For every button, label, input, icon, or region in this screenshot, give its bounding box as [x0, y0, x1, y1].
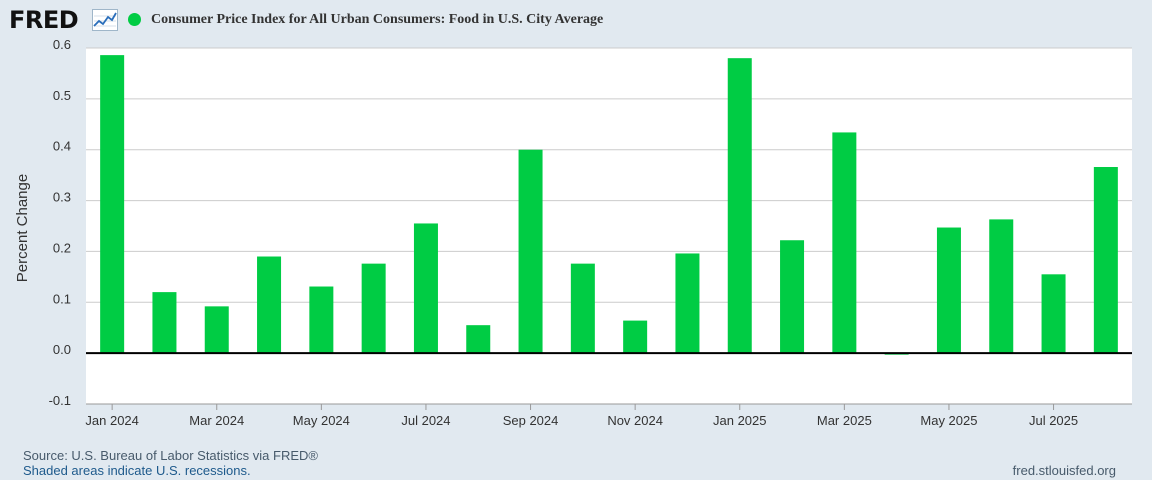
bar[interactable]: Aug 2024: 0.055 [466, 325, 491, 354]
chart-header: FRED Consumer Price Index for All Urban … [0, 0, 1152, 40]
x-tick-label: Jul 2025 [1029, 413, 1078, 428]
bar-series: Jan 2024: 0.586 Feb 2024: 0.12 Mar 2024: 0… [100, 55, 1118, 355]
bar[interactable]: Jan 2025: 0.58 [727, 58, 752, 354]
site-url[interactable]: fred.stlouisfed.org [1012, 463, 1116, 478]
bar[interactable]: Mar 2025: 0.434 [832, 132, 857, 354]
x-tick-label: Sep 2024 [503, 413, 559, 428]
x-tick-label: Mar 2025 [817, 413, 872, 428]
x-tick-label: Jul 2024 [401, 413, 450, 428]
bar[interactable]: Sep 2024: 0.4 [518, 149, 543, 354]
fred-logo[interactable]: FRED [9, 6, 79, 34]
x-axis-ticks: Jan 2024 Mar 2024 May 2024 Jul 2024 Sep 2024… [85, 404, 1078, 428]
recession-note: Shaded areas indicate U.S. recessions. [23, 463, 251, 478]
x-tick-label: May 2025 [920, 413, 977, 428]
y-tick-label: 0.0 [53, 342, 71, 357]
y-tick-label: 0.6 [53, 37, 71, 52]
bar[interactable]: Apr 2024: 0.19 [257, 256, 282, 354]
x-tick-label: May 2024 [293, 413, 350, 428]
bar[interactable]: Feb 2024: 0.12 [152, 292, 177, 354]
bar[interactable]: Jul 2024: 0.255 [413, 223, 438, 354]
y-tick-label: -0.1 [49, 393, 71, 408]
bar[interactable]: Mar 2024: 0.092 [204, 306, 229, 354]
bar[interactable]: Jun 2025: 0.263 [989, 219, 1014, 354]
bar[interactable]: Jan 2024: 0.586 [100, 55, 125, 354]
y-tick-label: 0.2 [53, 240, 71, 255]
x-tick-label: Mar 2024 [189, 413, 244, 428]
bar[interactable]: May 2024: 0.131 [309, 286, 334, 354]
y-tick-label: 0.3 [53, 190, 71, 205]
bar[interactable]: Jun 2024: 0.176 [361, 263, 386, 354]
fred-chart-icon [92, 9, 118, 31]
x-tick-label: Jan 2025 [713, 413, 767, 428]
y-axis-tick-labels: -0.1 0.0 0.1 0.2 0.3 0.4 0.5 0.6 [49, 37, 71, 408]
bar[interactable]: Nov 2024: 0.064 [623, 320, 648, 354]
x-tick-label: Jan 2024 [85, 413, 139, 428]
legend-marker [128, 13, 141, 26]
y-tick-label: 0.4 [53, 139, 71, 154]
bar[interactable]: May 2025: 0.247 [936, 227, 961, 354]
bar[interactable]: Oct 2024: 0.176 [570, 263, 595, 354]
y-axis-title: Percent Change [14, 174, 31, 282]
bar[interactable]: Dec 2024: 0.196 [675, 253, 700, 354]
x-tick-label: Nov 2024 [607, 413, 663, 428]
chart-title: Consumer Price Index for All Urban Consu… [151, 12, 604, 27]
bar[interactable]: Feb 2025: 0.222 [780, 240, 805, 354]
source-note: Source: U.S. Bureau of Labor Statistics … [23, 448, 318, 463]
y-tick-label: 0.5 [53, 88, 71, 103]
bar[interactable]: Jul 2025: 0.155 [1041, 274, 1066, 354]
y-tick-label: 0.1 [53, 291, 71, 306]
plot-background [86, 48, 1132, 404]
bar[interactable]: Aug 2025: 0.366 [1093, 167, 1118, 354]
